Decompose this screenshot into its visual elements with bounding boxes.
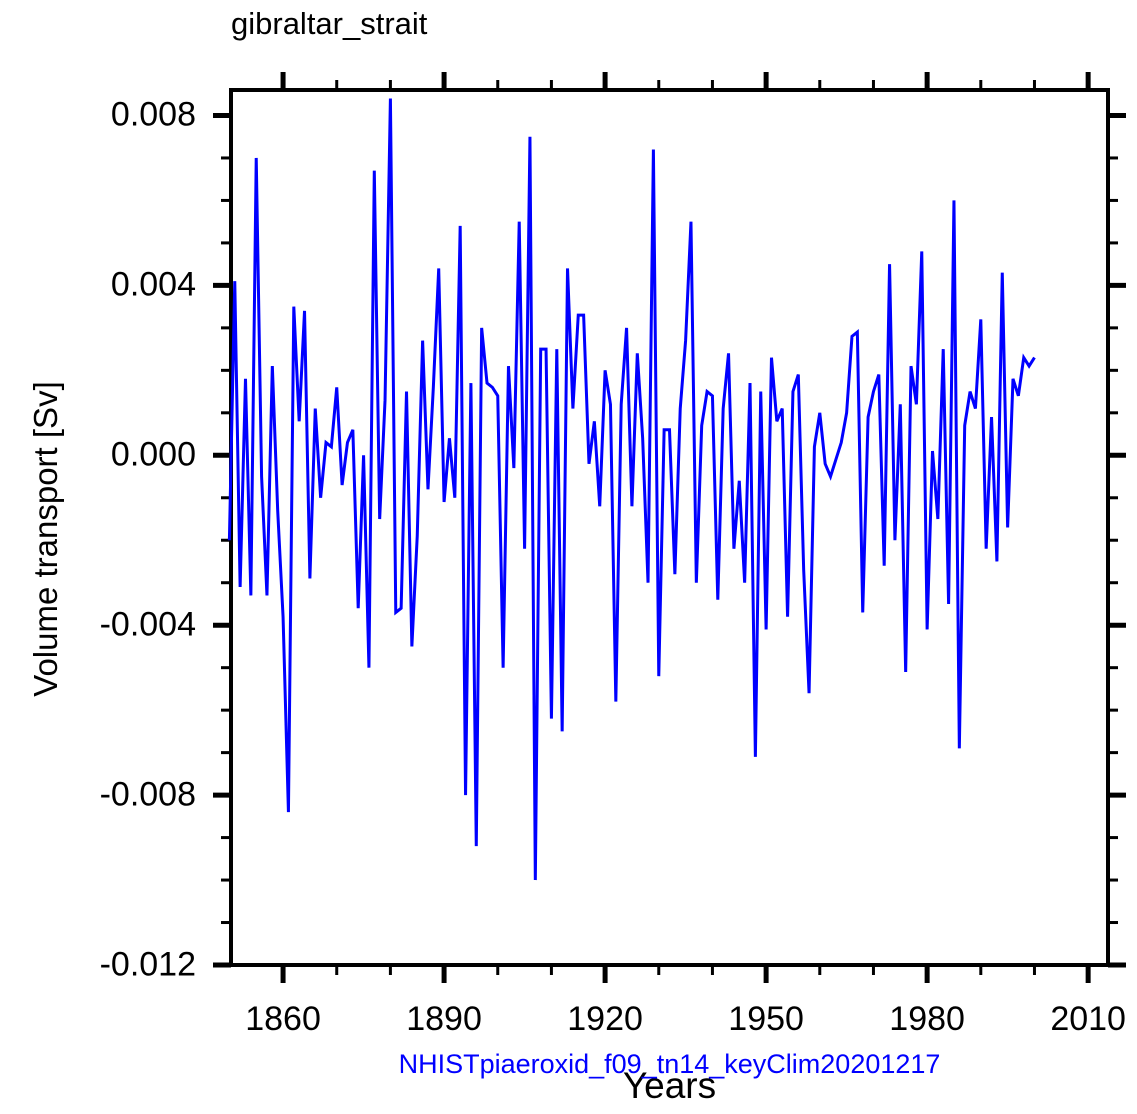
x-tick-label: 1860 xyxy=(245,1000,321,1038)
axis-ticks xyxy=(213,72,1126,983)
x-tick-label: 1920 xyxy=(567,1000,643,1038)
series-line-0 xyxy=(227,98,1036,881)
y-tick-label: -0.012 xyxy=(99,945,196,984)
chart-title: gibraltar_strait xyxy=(231,6,428,41)
y-tick-label: 0.008 xyxy=(110,95,196,134)
y-tick-label: -0.004 xyxy=(99,605,196,644)
axes-frame xyxy=(229,88,1110,967)
dataset-annotation: NHISTpiaeroxid_f09_tn14_keyClim20201217 xyxy=(398,1049,941,1079)
x-tick-label: 2010 xyxy=(1050,1000,1126,1038)
y-tick-label: 0.000 xyxy=(110,435,196,474)
y-tick-label: -0.008 xyxy=(99,775,196,814)
x-tick-label: 1980 xyxy=(889,1000,965,1038)
x-tick-label: 1950 xyxy=(728,1000,804,1038)
plot-frame xyxy=(229,88,1110,967)
x-tick-label: 1890 xyxy=(406,1000,482,1038)
x-axis-label: Years xyxy=(622,1065,717,1106)
y-tick-label: 0.004 xyxy=(110,265,196,304)
data-series xyxy=(227,98,1036,881)
